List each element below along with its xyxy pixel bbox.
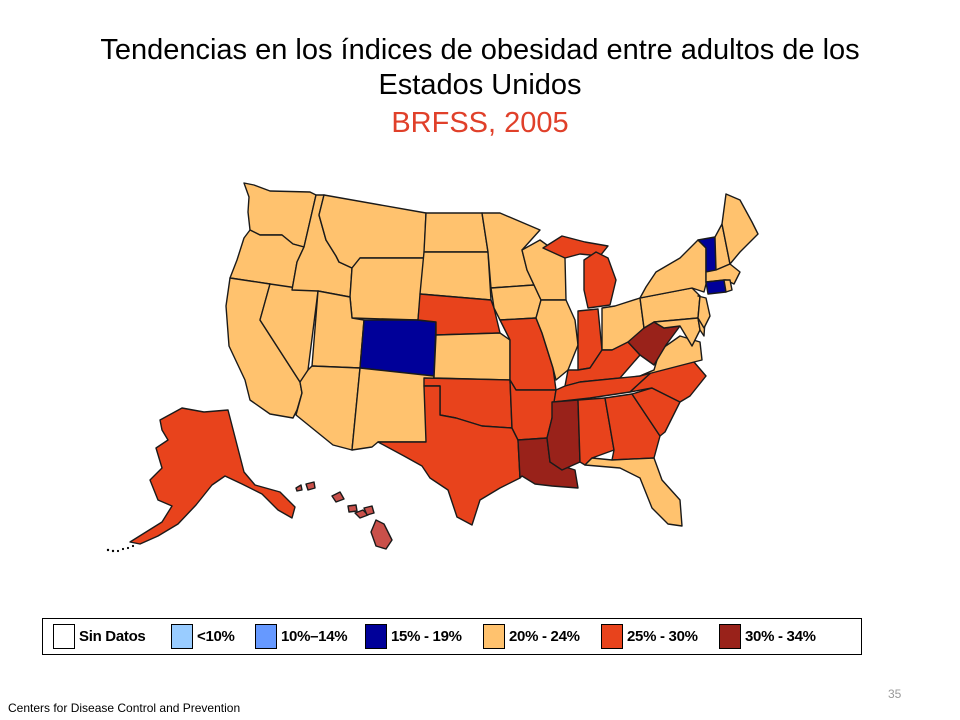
state-WY [349,257,425,321]
legend-label: 30% - 34% [745,628,816,645]
state-CT [705,279,727,295]
aleutian-islands [106,544,135,553]
state-CO [359,319,437,377]
state-IA [490,284,542,321]
page-number: 35 [888,687,902,701]
state-HI-6 [363,505,375,516]
legend-item-no-data: Sin Datos [53,624,146,649]
state-HI-4 [347,504,358,513]
legend-label: Sin Datos [79,628,146,645]
state-NY [639,239,707,299]
legend-label: 10%–14% [281,628,348,645]
legend-item-25-30: 25% - 30% [601,624,698,649]
state-HI-2 [305,481,316,491]
state-NJ [697,295,711,329]
state-MI-UP [542,235,609,259]
legend-swatch [255,624,277,649]
state-RI [723,279,733,293]
state-SD [419,251,492,301]
subtitle: BRFSS, 2005 [391,107,569,139]
legend-swatch [365,624,387,649]
legend-label: 25% - 30% [627,628,698,645]
legend-label: <10% [197,628,235,645]
state-HI-1 [295,484,303,492]
state-TX [377,385,521,526]
legend-swatch [171,624,193,649]
legend-item-30-34: 30% - 34% [719,624,816,649]
legend-item-under-10: <10% [171,624,235,649]
legend-swatch [483,624,505,649]
title-line-1: Tendencias en los índices de obesidad en… [100,34,860,66]
legend-label: 20% - 24% [509,628,580,645]
legend-item-20-24: 20% - 24% [483,624,580,649]
state-AZ [295,365,361,451]
state-HI-3 [331,491,345,503]
legend: Sin Datos <10% 10%–14% 15% - 19% 20% - 2… [42,618,862,655]
legend-item-15-19: 15% - 19% [365,624,462,649]
source-credit: Centers for Disease Control and Preventi… [8,701,241,715]
state-HI-7 [370,519,393,550]
state-NM [351,367,435,451]
state-IL [535,299,579,381]
legend-swatch [719,624,741,649]
legend-item-10-14: 10%–14% [255,624,348,649]
state-MI [583,251,617,309]
legend-swatch [601,624,623,649]
legend-swatch [53,624,75,649]
state-MS [546,399,581,471]
state-AK [129,407,296,545]
state-ME [721,193,759,265]
state-KS [433,332,511,381]
legend-label: 15% - 19% [391,628,462,645]
state-ND [423,212,489,253]
title-line-2: Estados Unidos [378,69,582,101]
state-FL [584,457,683,527]
